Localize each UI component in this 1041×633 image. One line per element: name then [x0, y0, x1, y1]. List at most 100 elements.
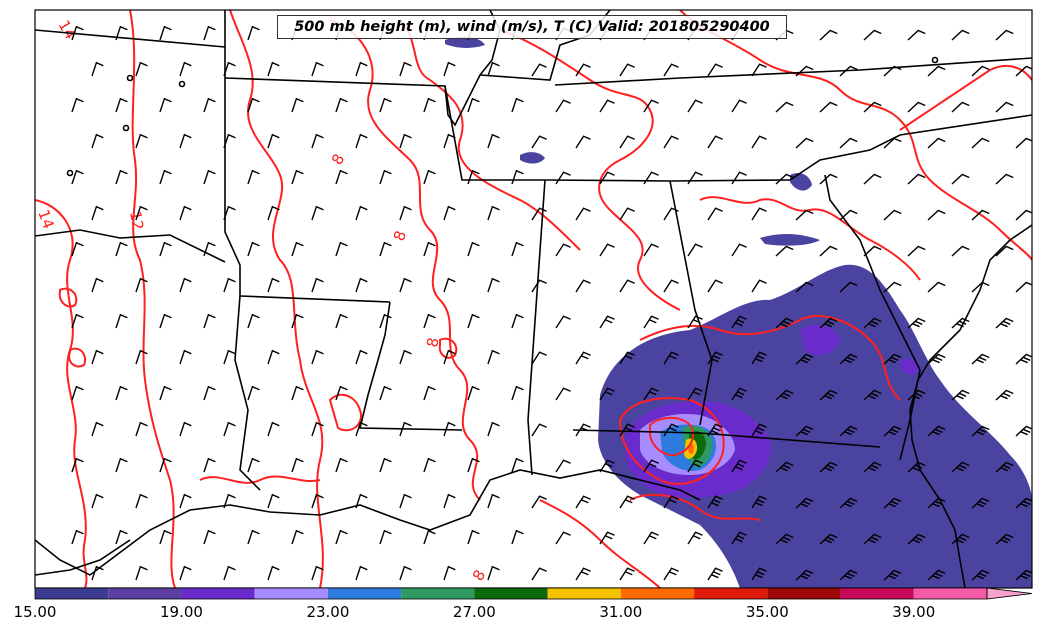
wind-barb: [531, 567, 547, 581]
wind-barb: [267, 349, 280, 365]
wind-barb: [399, 133, 412, 149]
wind-barb: [995, 173, 1014, 185]
wind-barb: [115, 241, 128, 257]
wind-barb: [751, 135, 767, 149]
wind-barb: [839, 497, 858, 509]
wind-barb: [179, 61, 192, 77]
wind-barb: [531, 207, 547, 221]
wind-barb: [839, 281, 858, 293]
wind-barb: [379, 241, 392, 257]
state-boundaries: [35, 10, 1032, 588]
wind-barb: [927, 209, 946, 221]
wind-barb: [223, 61, 236, 77]
wind-barb: [907, 245, 926, 257]
wind-barb: [775, 173, 794, 185]
wind-barb: [731, 459, 747, 473]
wind-barb: [619, 279, 635, 293]
wind-barb: [555, 315, 571, 329]
colorbar-segment: [327, 588, 402, 599]
wind-barb: [531, 495, 547, 509]
wind-barb: [467, 313, 480, 329]
temperature-contours: [35, 10, 1032, 588]
wind-barb: [555, 387, 571, 401]
wind-barb: [71, 529, 84, 545]
wind-barb: [247, 169, 260, 185]
wind-barb: [443, 205, 456, 221]
wind-barb: [335, 457, 348, 473]
wind-barb: [795, 425, 814, 437]
wind-barb: [71, 25, 84, 41]
colorbar-extend-arrow: [986, 587, 1033, 600]
wind-barb: [179, 277, 192, 293]
wind-barb: [531, 279, 547, 293]
wind-barb: [951, 317, 970, 329]
wind-barb: [203, 25, 216, 41]
wind-barb: [379, 457, 392, 473]
wind-barb: [795, 65, 814, 77]
wind-barb: [399, 421, 412, 437]
wind-barb: [423, 169, 436, 185]
wind-barb: [775, 101, 794, 113]
contour-label: 14: [34, 207, 57, 231]
wind-barb: [863, 389, 882, 401]
map-title: 500 mb height (m), wind (m/s), T (C) Val…: [277, 15, 787, 39]
wind-barb: [819, 317, 838, 329]
wind-barb: [599, 315, 615, 329]
wind-barb: [619, 207, 635, 221]
colorbar-tick-label: 15.00: [13, 603, 57, 621]
wind-barb: [927, 353, 946, 365]
wind-barb: [135, 421, 148, 437]
wind-barb: [355, 421, 368, 437]
wind-barb: [599, 99, 615, 113]
wind-barb: [91, 205, 104, 221]
wind-barb: [135, 133, 148, 149]
wind-barb: [951, 29, 970, 41]
wind-barb: [247, 529, 260, 545]
wind-barb: [511, 313, 524, 329]
wind-barb: [311, 493, 324, 509]
wind-barb: [995, 29, 1014, 41]
wind-barb: [203, 529, 216, 545]
wind-barb: [311, 205, 324, 221]
wind-barb: [775, 389, 794, 401]
wind-barb: [995, 389, 1014, 401]
wind-barb: [731, 99, 747, 113]
wind-barb: [355, 61, 368, 77]
wind-barb: [203, 457, 216, 473]
wind-barb: [883, 281, 902, 293]
colorbar-segment: [767, 588, 841, 599]
wind-barb: [775, 317, 794, 329]
wind-barb: [819, 29, 838, 41]
wind-barb: [203, 169, 216, 185]
wind-barb: [643, 171, 659, 185]
colorbar: [34, 587, 1033, 600]
wind-barb: [819, 389, 838, 401]
wind-barb: [971, 569, 990, 581]
wind-barb: [379, 97, 392, 113]
wind-barb: [511, 385, 524, 401]
colorbar-segment: [694, 588, 768, 599]
wind-barb: [487, 205, 500, 221]
wind-barb: [203, 97, 216, 113]
wind-barb: [423, 529, 436, 545]
wind-barb: [555, 99, 571, 113]
wind-barb: [643, 315, 659, 329]
wind-barb: [839, 569, 858, 581]
wind-barb: [531, 351, 547, 365]
wind-barb: [467, 169, 480, 185]
wind-barb: [179, 205, 192, 221]
wind-barb: [575, 63, 591, 77]
wind-barb: [91, 133, 104, 149]
wind-barb: [863, 173, 882, 185]
wind-barb: [863, 245, 882, 257]
wind-barb: [71, 241, 84, 257]
wind-barb: [247, 25, 260, 41]
wind-barb: [311, 133, 324, 149]
wind-barb: [819, 101, 838, 113]
wind-barb: [643, 531, 659, 545]
wind-barb: [159, 25, 172, 41]
colorbar-segment: [254, 588, 328, 599]
wind-barb: [927, 569, 946, 581]
wind-barb: [179, 349, 192, 365]
wind-barb: [379, 529, 392, 545]
